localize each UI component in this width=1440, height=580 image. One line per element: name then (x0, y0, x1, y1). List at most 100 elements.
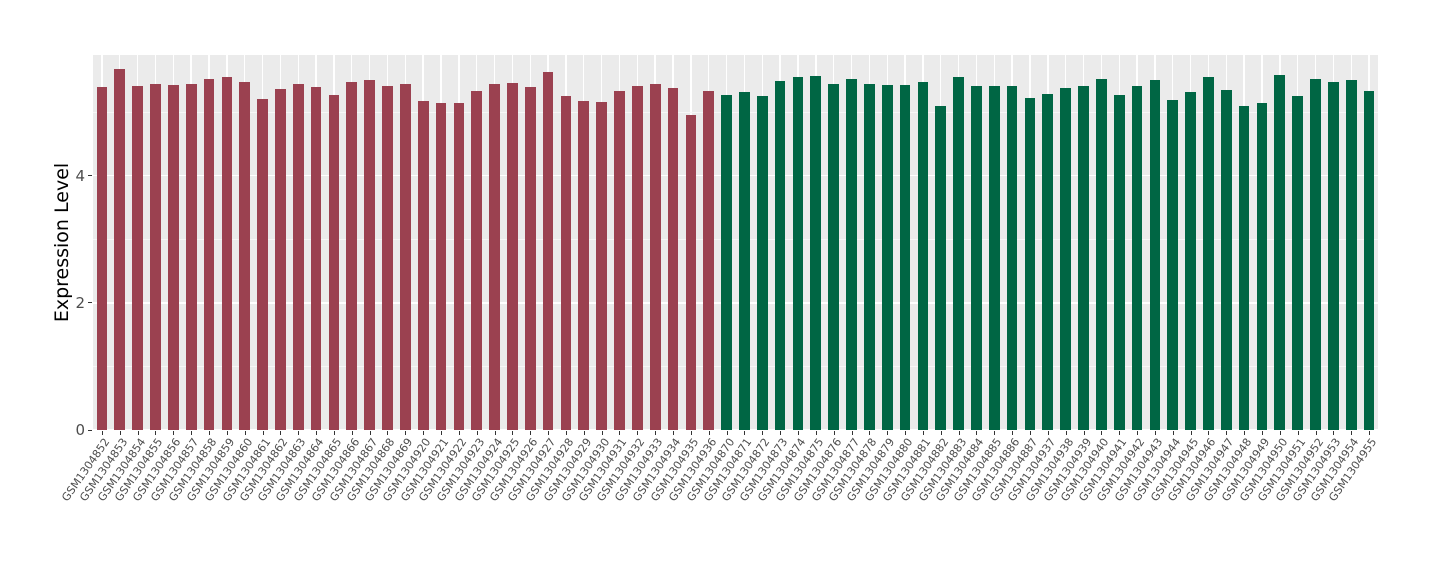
bar (239, 82, 251, 430)
bar (1238, 105, 1250, 430)
bar (703, 91, 715, 430)
y-axis-tick-label: 0 (75, 421, 85, 439)
x-axis-tick-mark (869, 431, 871, 435)
bar (310, 86, 322, 430)
x-axis-tick-mark (565, 431, 567, 435)
x-axis-tick-mark (1261, 431, 1263, 435)
bar (1149, 80, 1161, 430)
bar (864, 84, 875, 430)
bar (685, 115, 697, 430)
x-axis-tick-mark (797, 431, 799, 435)
horizontal-gridline-minor (93, 111, 1378, 113)
bar (756, 96, 768, 430)
horizontal-gridline-major (93, 302, 1378, 304)
bar (382, 85, 393, 430)
x-axis-tick-mark (655, 431, 657, 435)
x-axis-tick-mark (351, 431, 353, 435)
bar (1024, 97, 1036, 430)
x-axis-tick-mark (1208, 431, 1210, 435)
x-axis-tick-mark (762, 431, 764, 435)
y-axis-title: Expression Level (51, 162, 73, 323)
bar (667, 88, 679, 430)
x-axis-tick-mark (940, 431, 942, 435)
horizontal-gridline-major (93, 175, 1378, 177)
bar (275, 88, 286, 430)
x-axis-tick-mark (1012, 431, 1014, 435)
bar (988, 85, 1000, 430)
bar (96, 86, 108, 430)
x-axis-tick-mark (316, 431, 318, 435)
bar (132, 85, 143, 430)
bar (1113, 95, 1125, 430)
x-axis-tick-mark (530, 431, 532, 435)
bar (614, 91, 625, 430)
x-axis-tick-mark (280, 431, 282, 435)
bar (542, 71, 554, 430)
x-axis-tick-mark (851, 431, 853, 435)
horizontal-gridline-minor (93, 238, 1378, 240)
bar (257, 98, 268, 430)
horizontal-gridline-major (93, 429, 1378, 430)
x-axis-tick-mark (744, 431, 746, 435)
x-axis-tick-mark (548, 431, 550, 435)
y-axis-tick-mark (88, 302, 92, 304)
bar (1078, 85, 1089, 430)
bar (1220, 89, 1232, 430)
bar (185, 84, 197, 430)
bar (899, 84, 911, 430)
bar (489, 83, 500, 430)
bar (774, 81, 786, 430)
x-axis-tick-mark (815, 431, 817, 435)
x-axis-tick-mark (369, 431, 371, 435)
x-axis-tick-mark (512, 431, 514, 435)
x-axis-tick-mark (191, 431, 193, 435)
bar (524, 86, 536, 430)
bar (1203, 76, 1214, 430)
x-axis-tick-mark (173, 431, 175, 435)
x-axis-tick-mark (905, 431, 907, 435)
x-axis-tick-mark (333, 431, 335, 435)
x-axis-tick-mark (637, 431, 639, 435)
bar (792, 76, 804, 430)
x-axis-tick-mark (1369, 431, 1371, 435)
bar (1185, 91, 1196, 430)
x-axis-tick-mark (244, 431, 246, 435)
y-axis-tick-label: 2 (75, 293, 85, 312)
x-axis-tick-mark (387, 431, 389, 435)
x-axis-tick-mark (1190, 431, 1192, 435)
bar (453, 102, 465, 430)
x-axis-tick-mark (708, 431, 710, 435)
x-axis-tick-mark (833, 431, 835, 435)
bar (150, 83, 161, 430)
bar (471, 90, 483, 430)
bar (1256, 103, 1268, 430)
x-axis-tick-mark (1279, 431, 1281, 435)
bar (328, 95, 340, 430)
x-axis-tick-mark (209, 431, 210, 435)
bar (435, 102, 447, 430)
x-axis-tick-mark (1333, 431, 1335, 435)
x-axis-tick-mark (958, 431, 960, 435)
x-axis-tick-mark (1154, 431, 1156, 435)
bar (1274, 75, 1286, 430)
x-axis-tick-mark (601, 431, 603, 435)
x-axis-tick-mark (887, 431, 889, 435)
x-axis-tick-mark (441, 431, 443, 435)
x-axis-tick-mark (1029, 431, 1031, 435)
x-axis-tick-mark (1244, 431, 1246, 435)
bar (292, 84, 304, 430)
x-axis-tick-mark (690, 431, 692, 435)
x-axis-tick-mark (1226, 431, 1228, 435)
bar (1363, 90, 1375, 430)
bar (364, 79, 375, 430)
bar (881, 84, 893, 430)
bar (649, 83, 661, 430)
bar (1042, 93, 1054, 430)
x-axis-tick-mark (994, 431, 996, 435)
bar (971, 85, 982, 430)
bar (810, 75, 822, 430)
bar (739, 91, 750, 430)
bar (1167, 99, 1179, 430)
horizontal-gridline-minor (93, 365, 1378, 367)
